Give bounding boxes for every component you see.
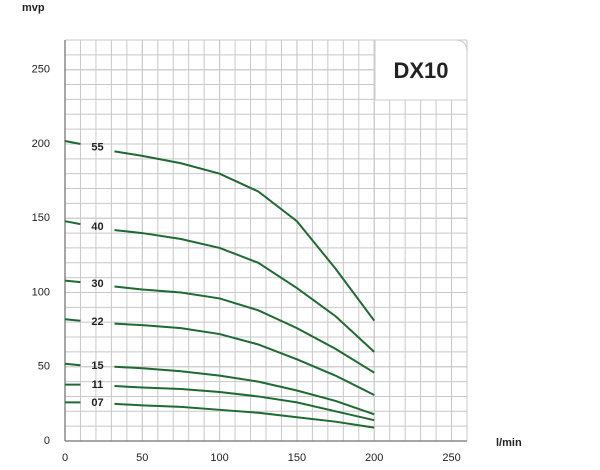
curve-label: 55 xyxy=(91,142,103,154)
curve-label: 22 xyxy=(91,316,103,328)
curve-label: 15 xyxy=(91,360,103,372)
y-tick-label: 100 xyxy=(32,286,50,298)
curve-label: 11 xyxy=(92,379,104,391)
y-axis-label: mvp xyxy=(22,2,45,14)
x-tick-label: 0 xyxy=(62,452,68,464)
x-tick-label: 50 xyxy=(136,452,148,464)
y-tick-label: 200 xyxy=(32,138,50,150)
y-tick-label: 0 xyxy=(44,435,50,447)
curve-label: 40 xyxy=(91,221,103,233)
curve xyxy=(64,220,375,353)
title-box xyxy=(374,39,468,101)
x-tick-label: 150 xyxy=(288,452,306,464)
curve xyxy=(64,318,375,396)
y-tick-label: 150 xyxy=(32,212,50,224)
curve xyxy=(64,279,375,374)
curve xyxy=(64,140,376,322)
y-tick-label: 250 xyxy=(32,64,50,76)
curve xyxy=(64,362,375,416)
chart-title: DX10 xyxy=(393,58,448,83)
x-tick-label: 200 xyxy=(365,452,383,464)
curve xyxy=(65,401,375,429)
curve-label: 07 xyxy=(91,397,103,409)
curve xyxy=(65,383,375,422)
x-tick-label: 250 xyxy=(442,452,460,464)
x-tick-label: 100 xyxy=(210,452,228,464)
curve-label: 30 xyxy=(91,278,103,290)
x-axis-label: l/min xyxy=(496,437,522,449)
y-tick-label: 50 xyxy=(38,361,50,373)
